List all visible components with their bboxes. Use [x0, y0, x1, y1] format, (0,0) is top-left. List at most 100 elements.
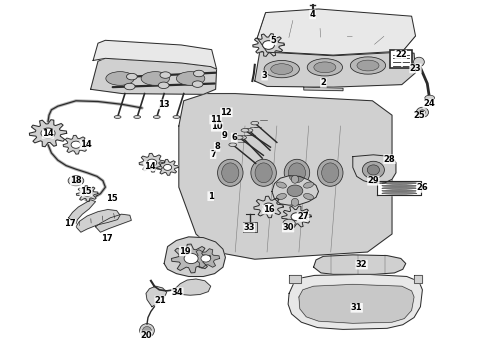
Ellipse shape [425, 95, 435, 101]
Text: 6: 6 [231, 133, 237, 142]
Circle shape [164, 165, 171, 170]
Ellipse shape [153, 116, 160, 118]
Ellipse shape [318, 159, 343, 186]
Ellipse shape [114, 116, 121, 118]
Ellipse shape [382, 190, 417, 192]
Text: 31: 31 [351, 303, 363, 312]
Ellipse shape [141, 72, 170, 85]
Text: 11: 11 [210, 115, 221, 124]
Polygon shape [96, 214, 131, 232]
Polygon shape [414, 275, 422, 283]
Ellipse shape [264, 60, 299, 78]
FancyBboxPatch shape [390, 50, 412, 68]
Circle shape [263, 41, 274, 49]
Text: 16: 16 [263, 205, 274, 214]
Ellipse shape [251, 121, 259, 125]
Ellipse shape [126, 73, 137, 80]
Polygon shape [255, 51, 416, 87]
Text: 2: 2 [320, 78, 326, 87]
Ellipse shape [303, 193, 314, 200]
Ellipse shape [140, 324, 154, 337]
Text: 23: 23 [410, 64, 421, 73]
Polygon shape [353, 155, 396, 184]
Ellipse shape [276, 182, 287, 188]
Ellipse shape [229, 143, 237, 147]
Polygon shape [253, 33, 284, 57]
Ellipse shape [382, 182, 417, 184]
Ellipse shape [194, 70, 204, 77]
Text: 33: 33 [243, 223, 255, 232]
Text: 20: 20 [140, 331, 152, 340]
Polygon shape [288, 274, 422, 329]
Text: 27: 27 [297, 212, 309, 221]
Text: 1: 1 [208, 192, 214, 201]
Polygon shape [172, 244, 211, 273]
Ellipse shape [160, 72, 171, 78]
Ellipse shape [218, 159, 243, 186]
Ellipse shape [235, 136, 243, 139]
Ellipse shape [241, 129, 249, 132]
Ellipse shape [270, 64, 293, 75]
Ellipse shape [221, 163, 239, 183]
Polygon shape [157, 159, 178, 175]
Polygon shape [254, 196, 283, 218]
Ellipse shape [321, 163, 339, 183]
Ellipse shape [382, 192, 417, 194]
Polygon shape [93, 40, 217, 69]
Text: 5: 5 [270, 36, 276, 45]
Polygon shape [139, 153, 165, 172]
Text: 14: 14 [42, 130, 54, 139]
Text: 28: 28 [384, 155, 395, 163]
Ellipse shape [106, 72, 134, 85]
Polygon shape [63, 135, 89, 154]
Polygon shape [174, 279, 211, 295]
Circle shape [291, 213, 302, 221]
Ellipse shape [245, 129, 253, 132]
Text: 10: 10 [211, 122, 223, 131]
Circle shape [147, 159, 157, 166]
Ellipse shape [303, 182, 314, 188]
Ellipse shape [368, 165, 379, 175]
Text: 25: 25 [413, 112, 425, 120]
Text: 8: 8 [214, 143, 220, 152]
Text: 13: 13 [158, 100, 170, 109]
Ellipse shape [357, 60, 379, 71]
Text: 4: 4 [310, 10, 316, 19]
Ellipse shape [72, 178, 80, 184]
Polygon shape [243, 222, 257, 232]
Ellipse shape [414, 57, 424, 67]
Polygon shape [377, 181, 421, 195]
Ellipse shape [291, 175, 298, 183]
Circle shape [184, 253, 198, 264]
Ellipse shape [68, 176, 84, 186]
Ellipse shape [124, 83, 135, 90]
Ellipse shape [307, 59, 343, 76]
Ellipse shape [251, 159, 276, 186]
Ellipse shape [158, 82, 169, 89]
Ellipse shape [134, 116, 141, 118]
Text: 7: 7 [210, 150, 216, 159]
Text: 14: 14 [80, 140, 92, 149]
Text: 12: 12 [220, 108, 232, 117]
Polygon shape [272, 176, 319, 205]
Text: 15: 15 [106, 194, 118, 203]
Text: 18: 18 [70, 176, 82, 185]
Ellipse shape [363, 161, 384, 179]
Ellipse shape [239, 136, 246, 139]
Polygon shape [299, 284, 414, 323]
Ellipse shape [419, 110, 425, 115]
Circle shape [41, 128, 55, 138]
Circle shape [287, 185, 303, 197]
Text: 26: 26 [416, 184, 428, 193]
Ellipse shape [276, 193, 287, 200]
Ellipse shape [291, 198, 298, 206]
Ellipse shape [255, 163, 272, 183]
Polygon shape [91, 58, 217, 94]
Ellipse shape [416, 107, 429, 117]
Text: 32: 32 [356, 260, 368, 269]
Polygon shape [314, 255, 406, 274]
Ellipse shape [192, 81, 203, 87]
Ellipse shape [284, 159, 310, 186]
Text: 24: 24 [423, 99, 435, 108]
Polygon shape [179, 94, 392, 259]
